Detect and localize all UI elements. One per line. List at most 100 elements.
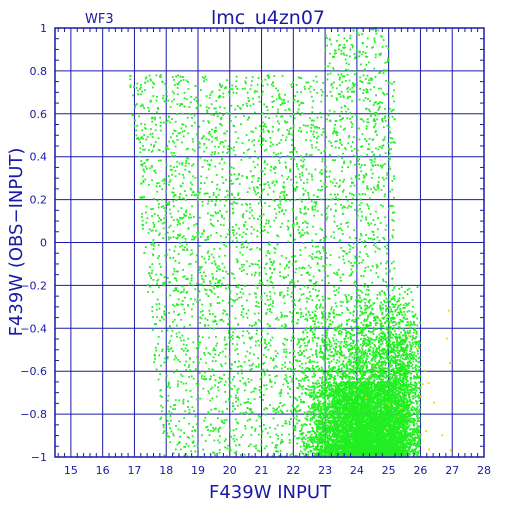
scatter-point	[257, 177, 260, 180]
scatter-point	[274, 172, 277, 174]
scatter-point	[339, 76, 341, 79]
scatter-point	[157, 206, 160, 209]
scatter-point	[314, 386, 317, 389]
scatter-point	[242, 330, 245, 333]
scatter-point	[337, 228, 340, 230]
scatter-point	[373, 126, 375, 129]
scatter-point	[174, 175, 177, 178]
scatter-point	[182, 398, 185, 401]
scatter-point	[279, 271, 281, 274]
scatter-point	[315, 80, 318, 83]
scatter-point	[392, 334, 395, 336]
scatter-point	[132, 94, 134, 97]
scatter-point	[259, 135, 262, 138]
scatter-point	[365, 125, 368, 128]
scatter-point	[185, 194, 188, 197]
scatter-point	[161, 198, 163, 201]
scatter-point	[354, 237, 357, 239]
scatter-point	[281, 134, 284, 137]
scatter-point	[240, 246, 243, 249]
scatter-point	[159, 373, 162, 375]
scatter-point	[385, 281, 387, 283]
scatter-point	[261, 90, 264, 93]
scatter-point	[367, 314, 370, 317]
scatter-point	[260, 299, 263, 301]
scatter-point	[244, 80, 247, 83]
scatter-point	[249, 248, 252, 251]
scatter-point	[248, 187, 251, 190]
scatter-point	[194, 236, 196, 238]
scatter-point	[283, 98, 286, 101]
scatter-point	[285, 422, 288, 425]
scatter-point	[280, 389, 283, 391]
scatter-point	[378, 105, 381, 108]
scatter-point	[325, 341, 328, 343]
scatter-point	[281, 222, 284, 225]
scatter-point	[191, 117, 193, 119]
scatter-point	[158, 234, 160, 236]
scatter-point	[165, 190, 167, 193]
scatter-point	[189, 253, 192, 256]
scatter-point	[155, 349, 158, 352]
scatter-point	[276, 374, 278, 377]
scatter-point	[235, 258, 238, 260]
scatter-point	[378, 337, 380, 340]
scatter-point	[233, 300, 236, 303]
scatter-point	[208, 392, 210, 395]
scatter-point	[243, 87, 246, 90]
scatter-point	[256, 449, 259, 452]
scatter-point	[281, 367, 283, 370]
scatter-point	[139, 196, 142, 199]
scatter-point	[347, 86, 350, 89]
scatter-point	[362, 312, 365, 315]
scatter-point	[399, 303, 402, 306]
scatter-point	[358, 363, 361, 366]
scatter-point	[304, 88, 306, 90]
scatter-point	[376, 347, 378, 350]
scatter-point	[279, 226, 282, 228]
scatter-point	[382, 237, 385, 239]
scatter-point	[298, 267, 301, 269]
scatter-point	[327, 325, 330, 328]
scatter-point	[177, 270, 179, 273]
scatter-point	[386, 112, 389, 115]
scatter-point	[375, 338, 378, 341]
scatter-point	[292, 81, 294, 83]
scatter-point	[377, 176, 380, 179]
scatter-point	[218, 302, 221, 304]
scatter-point	[311, 106, 314, 109]
scatter-point	[352, 242, 355, 245]
scatter-point	[336, 271, 339, 274]
scatter-point	[245, 176, 248, 178]
scatter-point	[361, 354, 364, 356]
scatter-point	[304, 392, 307, 394]
scatter-point	[151, 241, 154, 244]
scatter-point	[187, 227, 190, 229]
scatter-point	[202, 281, 205, 283]
scatter-point	[201, 136, 204, 139]
scatter-point	[269, 380, 271, 383]
scatter-point	[283, 191, 286, 194]
scatter-point	[333, 81, 335, 84]
scatter-point	[250, 226, 253, 228]
scatter-point	[168, 181, 171, 183]
scatter-point	[285, 276, 287, 278]
scatter-point	[316, 116, 319, 119]
scatter-point	[357, 339, 359, 342]
scatter-point	[391, 341, 394, 344]
scatter-point	[253, 139, 256, 141]
scatter-point	[156, 199, 159, 202]
scatter-point	[262, 368, 265, 371]
scatter-point	[390, 148, 393, 150]
scatter-point	[276, 111, 279, 114]
scatter-point	[301, 166, 304, 169]
scatter-point	[365, 172, 367, 175]
scatter-point	[417, 350, 419, 353]
scatter-point	[346, 380, 349, 383]
scatter-point	[285, 166, 287, 169]
scatter-point	[312, 283, 315, 285]
scatter-point	[194, 176, 197, 179]
scatter-point	[339, 95, 342, 98]
scatter-point	[321, 334, 324, 337]
scatter-point	[349, 245, 352, 248]
